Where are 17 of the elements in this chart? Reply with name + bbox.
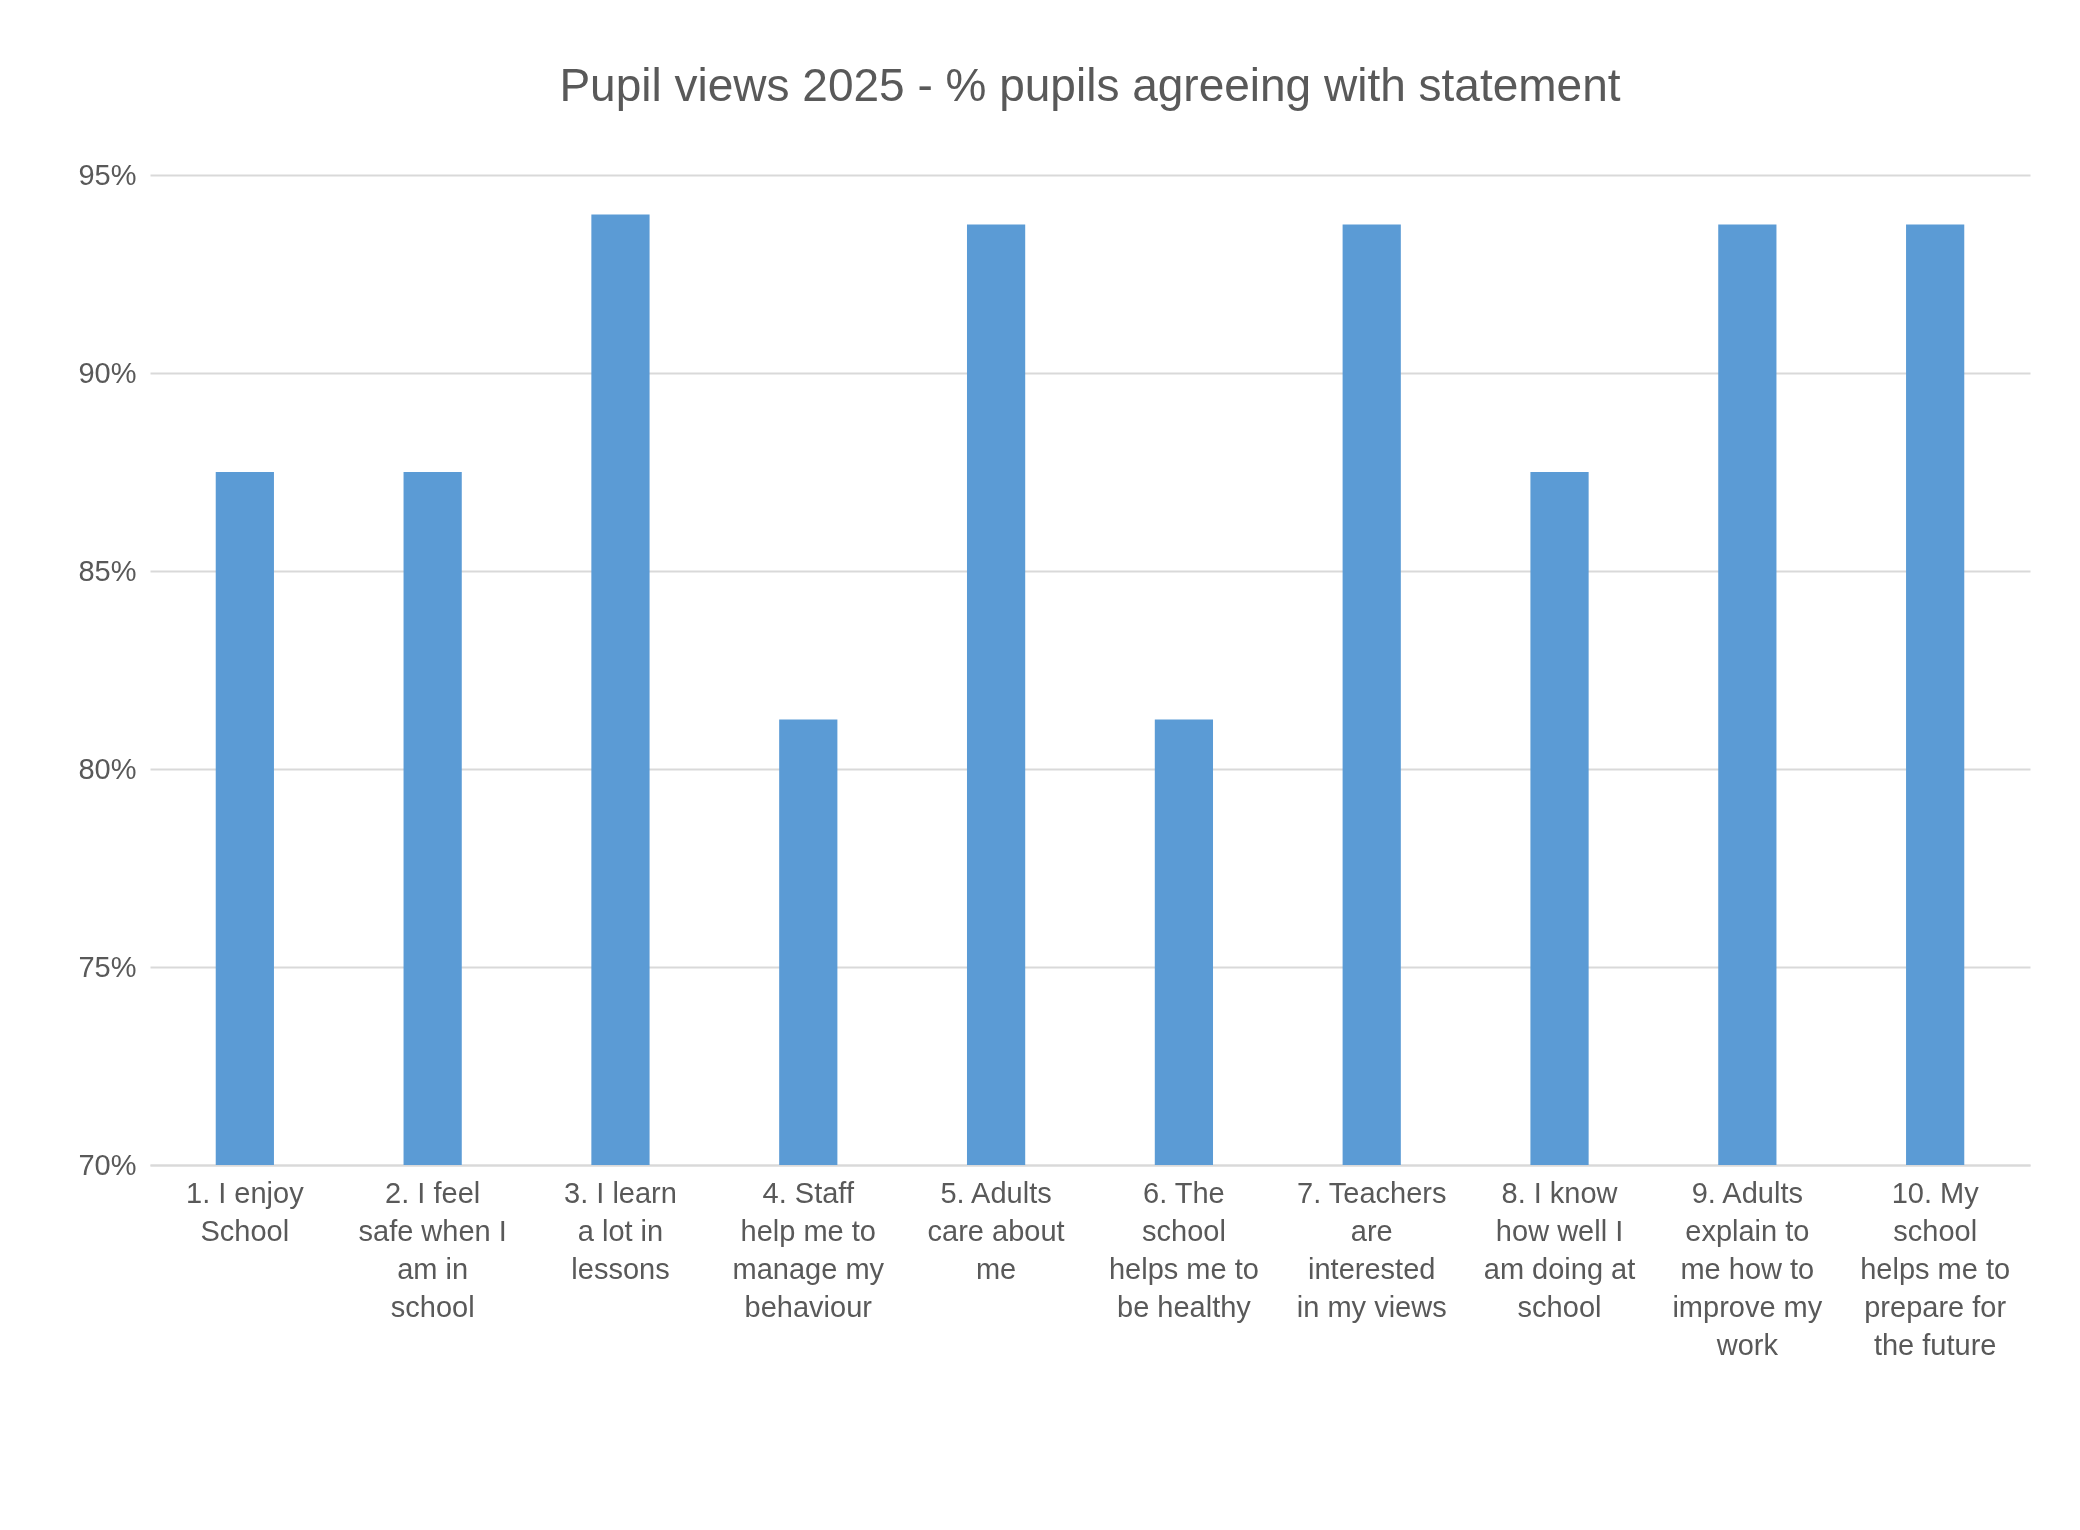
x-tick-label: 5. Adults care about me: [927, 1176, 1065, 1285]
chart-title: Pupil views 2025 - % pupils agreeing with statement: [559, 59, 1621, 111]
x-tick-label: 8. I know how well I am doing at school: [1483, 1176, 1636, 1323]
x-tick-label: 2. I feel safe when I am in school: [358, 1176, 507, 1323]
y-tick-label: 80%: [78, 752, 137, 785]
x-tick-label: 6. The school helps me to be healthy: [1108, 1176, 1259, 1323]
x-tick-label: 4. Staff help me to manage my behaviour: [732, 1176, 885, 1323]
y-tick-label: 70%: [78, 1148, 137, 1181]
x-tick-label: 1. I enjoy School: [186, 1176, 305, 1247]
x-tick-label: 9. Adults explain to me how to improve my work: [1672, 1176, 1823, 1361]
x-tick-label: 10. My school helps me to prepare for the future: [1860, 1176, 2011, 1361]
y-tick-label: 90%: [78, 356, 137, 389]
y-tick-label: 95%: [78, 158, 137, 191]
x-tick-label: 7. Teachers are interested in my views: [1296, 1176, 1447, 1323]
x-tick-label: 3. I learn a lot in lessons: [564, 1176, 677, 1285]
y-tick-label: 85%: [78, 554, 137, 587]
y-tick-label: 75%: [78, 950, 137, 983]
